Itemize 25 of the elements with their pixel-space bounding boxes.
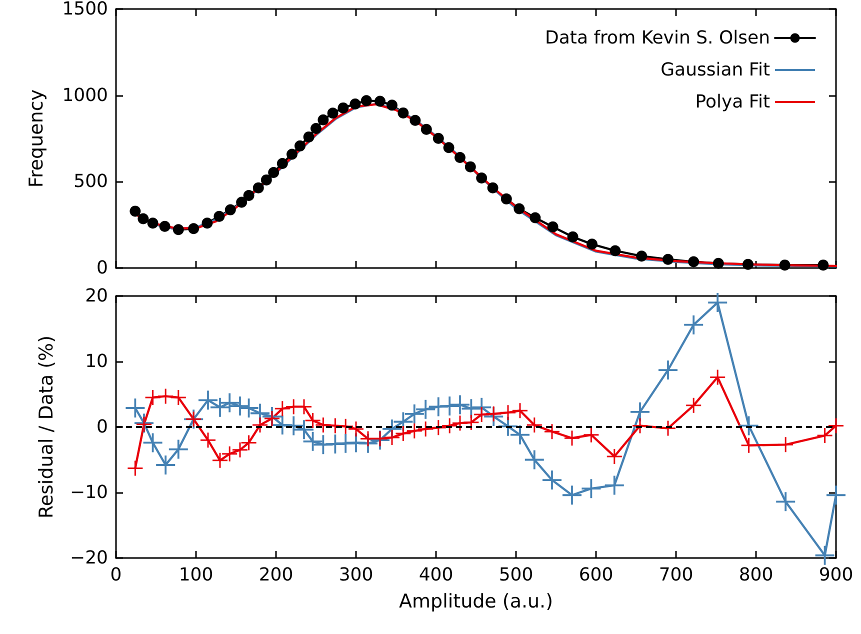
legend-label: Polya Fit: [695, 92, 770, 112]
x-tick-label: 300: [338, 564, 374, 586]
x-tick-label: 800: [738, 564, 774, 586]
x-tick-label: 900: [818, 564, 854, 586]
y-tick-label: 1000: [62, 84, 108, 106]
y-axis-title: Frequency: [26, 89, 48, 188]
y-tick-label: 1500: [62, 0, 108, 20]
y-tick-label: −20: [70, 548, 108, 568]
y-axis-title: Residual / Data (%): [36, 335, 58, 519]
legend-label: Gaussian Fit: [660, 60, 770, 80]
x-tick-label: 600: [578, 564, 614, 586]
y-tick-label: 10: [85, 351, 108, 372]
x-tick-label: 400: [418, 564, 454, 586]
x-tick-label: 700: [658, 564, 694, 586]
x-tick-label: 0: [110, 564, 122, 586]
x-tick-label: 200: [258, 564, 294, 586]
x-tick-label: 500: [498, 564, 534, 586]
legend-label: Data from Kevin S. Olsen: [545, 28, 770, 48]
y-tick-label: 0: [96, 416, 108, 438]
x-axis-title: Amplitude (a.u.): [399, 590, 553, 612]
y-tick-label: 500: [74, 171, 108, 192]
x-tick-label: 100: [178, 564, 214, 586]
y-tick-label: 20: [85, 286, 108, 306]
y-tick-label: 0: [96, 258, 108, 278]
y-tick-label: −10: [70, 482, 108, 503]
